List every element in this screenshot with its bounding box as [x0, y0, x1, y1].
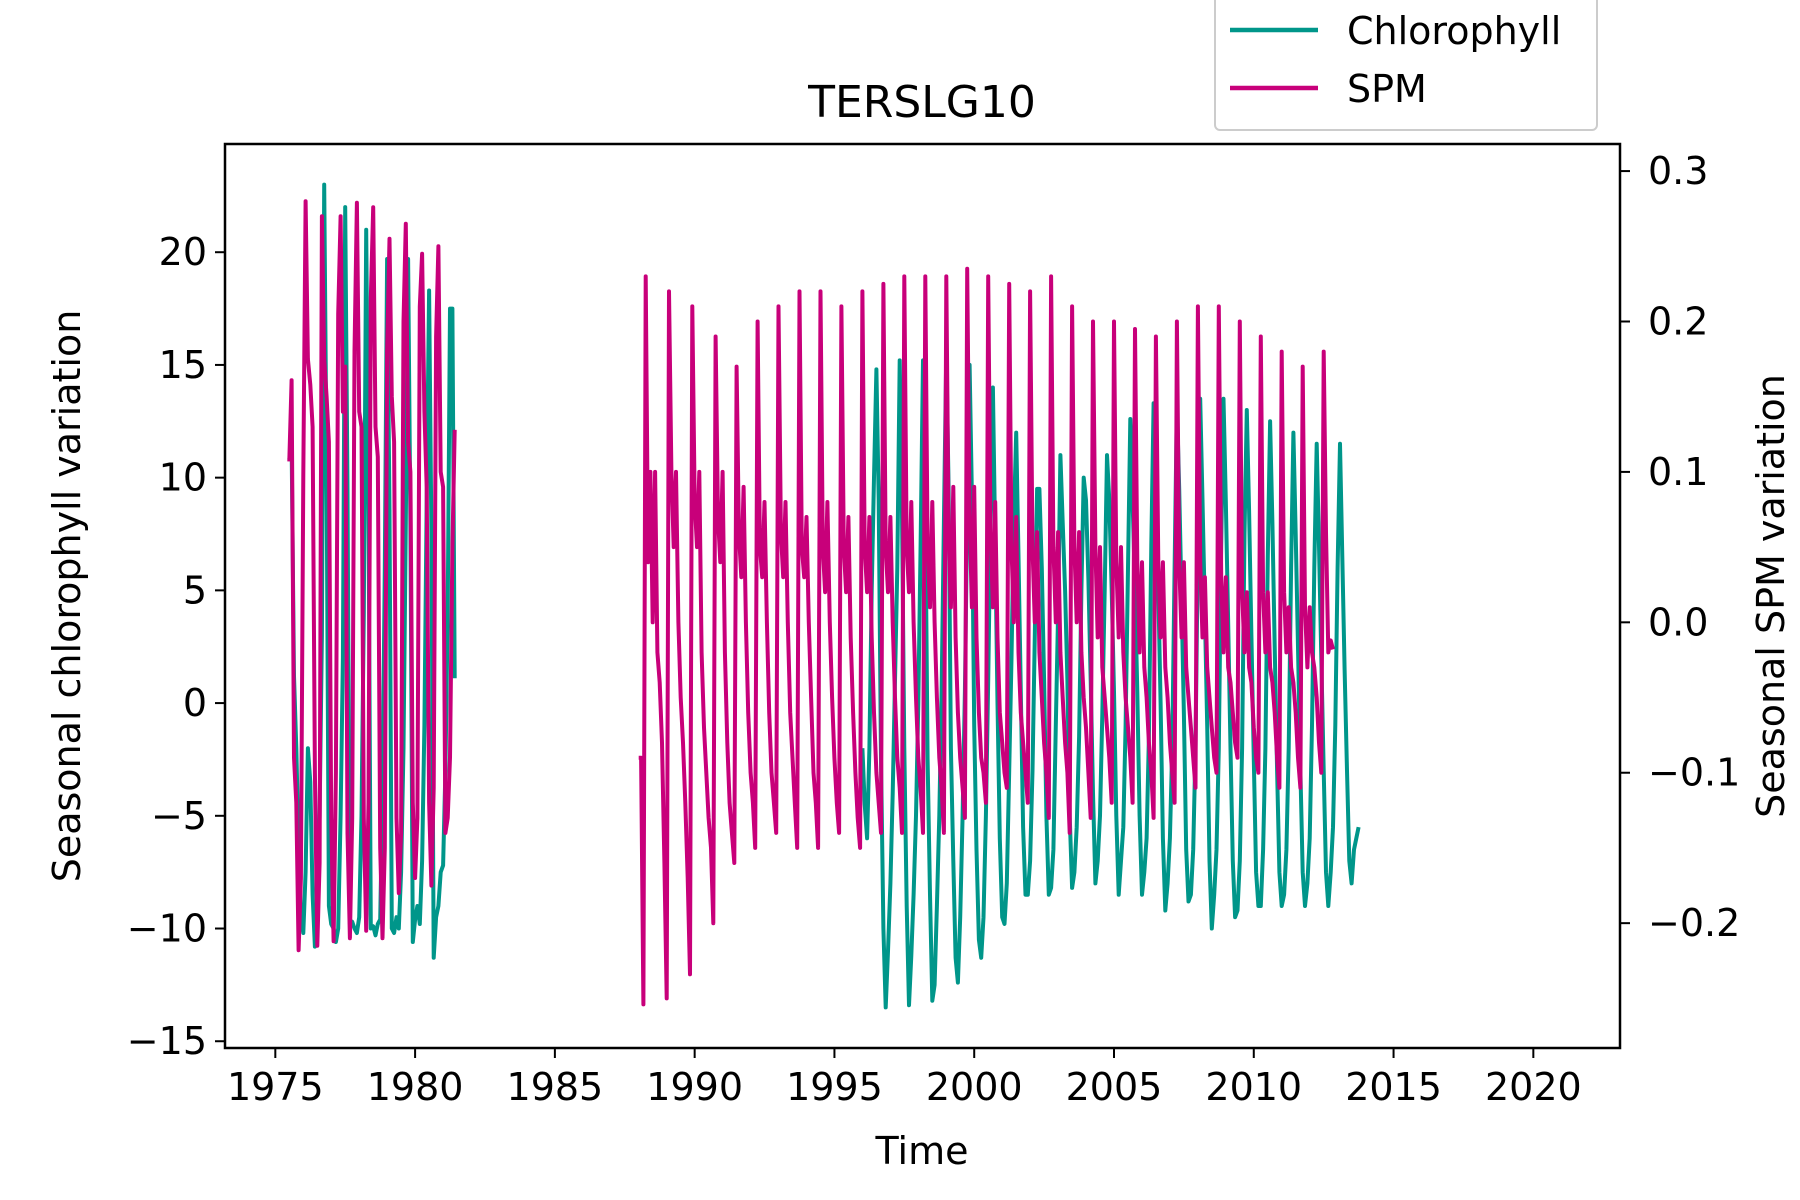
x-tick-label: 1980	[367, 1065, 464, 1109]
legend-label-chlorophyll: Chlorophyll	[1347, 9, 1561, 53]
x-axis-label: Time	[875, 1129, 969, 1173]
y-left-tick-label: 5	[183, 568, 207, 612]
x-tick-label: 1985	[507, 1065, 604, 1109]
spm-line-segment-1	[287, 199, 457, 953]
y-left-tick-label: 10	[159, 456, 207, 500]
y-right-tick-label: −0.2	[1648, 901, 1740, 945]
y-right-tick-label: 0.1	[1648, 450, 1708, 494]
y-right-tick-label: 0.0	[1648, 600, 1708, 644]
y-right-tick-label: 0.3	[1648, 149, 1708, 193]
x-tick-label: 2020	[1485, 1065, 1582, 1109]
x-tick-label: 2015	[1345, 1065, 1442, 1109]
y-left-tick-label: −5	[151, 794, 207, 838]
x-tick-label: 1990	[646, 1065, 743, 1109]
y-axis-left-label: Seasonal chlorophyll variation	[45, 310, 89, 883]
legend: Chlorophyll SPM	[1214, 0, 1598, 131]
y-axis-right: −0.2 −0.1 0.0 0.1 0.2 0.3	[1620, 149, 1740, 945]
x-tick-label: 2005	[1066, 1065, 1163, 1109]
x-tick-label: 1995	[786, 1065, 883, 1109]
x-tick-label: 2000	[926, 1065, 1023, 1109]
legend-box	[1214, 0, 1598, 131]
x-tick-label: 1975	[227, 1065, 324, 1109]
y-left-tick-label: 20	[159, 230, 207, 274]
y-right-tick-label: −0.1	[1648, 751, 1740, 795]
y-axis-left: −15 −10 −5 0 5 10 15 20	[127, 230, 225, 1063]
x-tick-label: 2010	[1205, 1065, 1302, 1109]
legend-label-spm: SPM	[1347, 67, 1427, 111]
y-axis-right-label: Seasonal SPM variation	[1749, 374, 1793, 818]
y-left-tick-label: 15	[159, 343, 207, 387]
y-left-tick-label: 0	[183, 681, 207, 725]
chart-title: TERSLG10	[807, 77, 1036, 128]
y-left-tick-label: −10	[127, 907, 207, 951]
spm-line-segment-2	[638, 266, 1335, 1007]
series-lines	[287, 182, 1361, 1010]
x-axis: 1975 1980 1985 1990 1995 2000 2005 2010 2015 2020	[227, 1048, 1582, 1109]
plot-frame	[223, 142, 1622, 1050]
y-right-tick-label: 0.2	[1648, 299, 1708, 343]
y-left-tick-label: −15	[127, 1019, 207, 1063]
